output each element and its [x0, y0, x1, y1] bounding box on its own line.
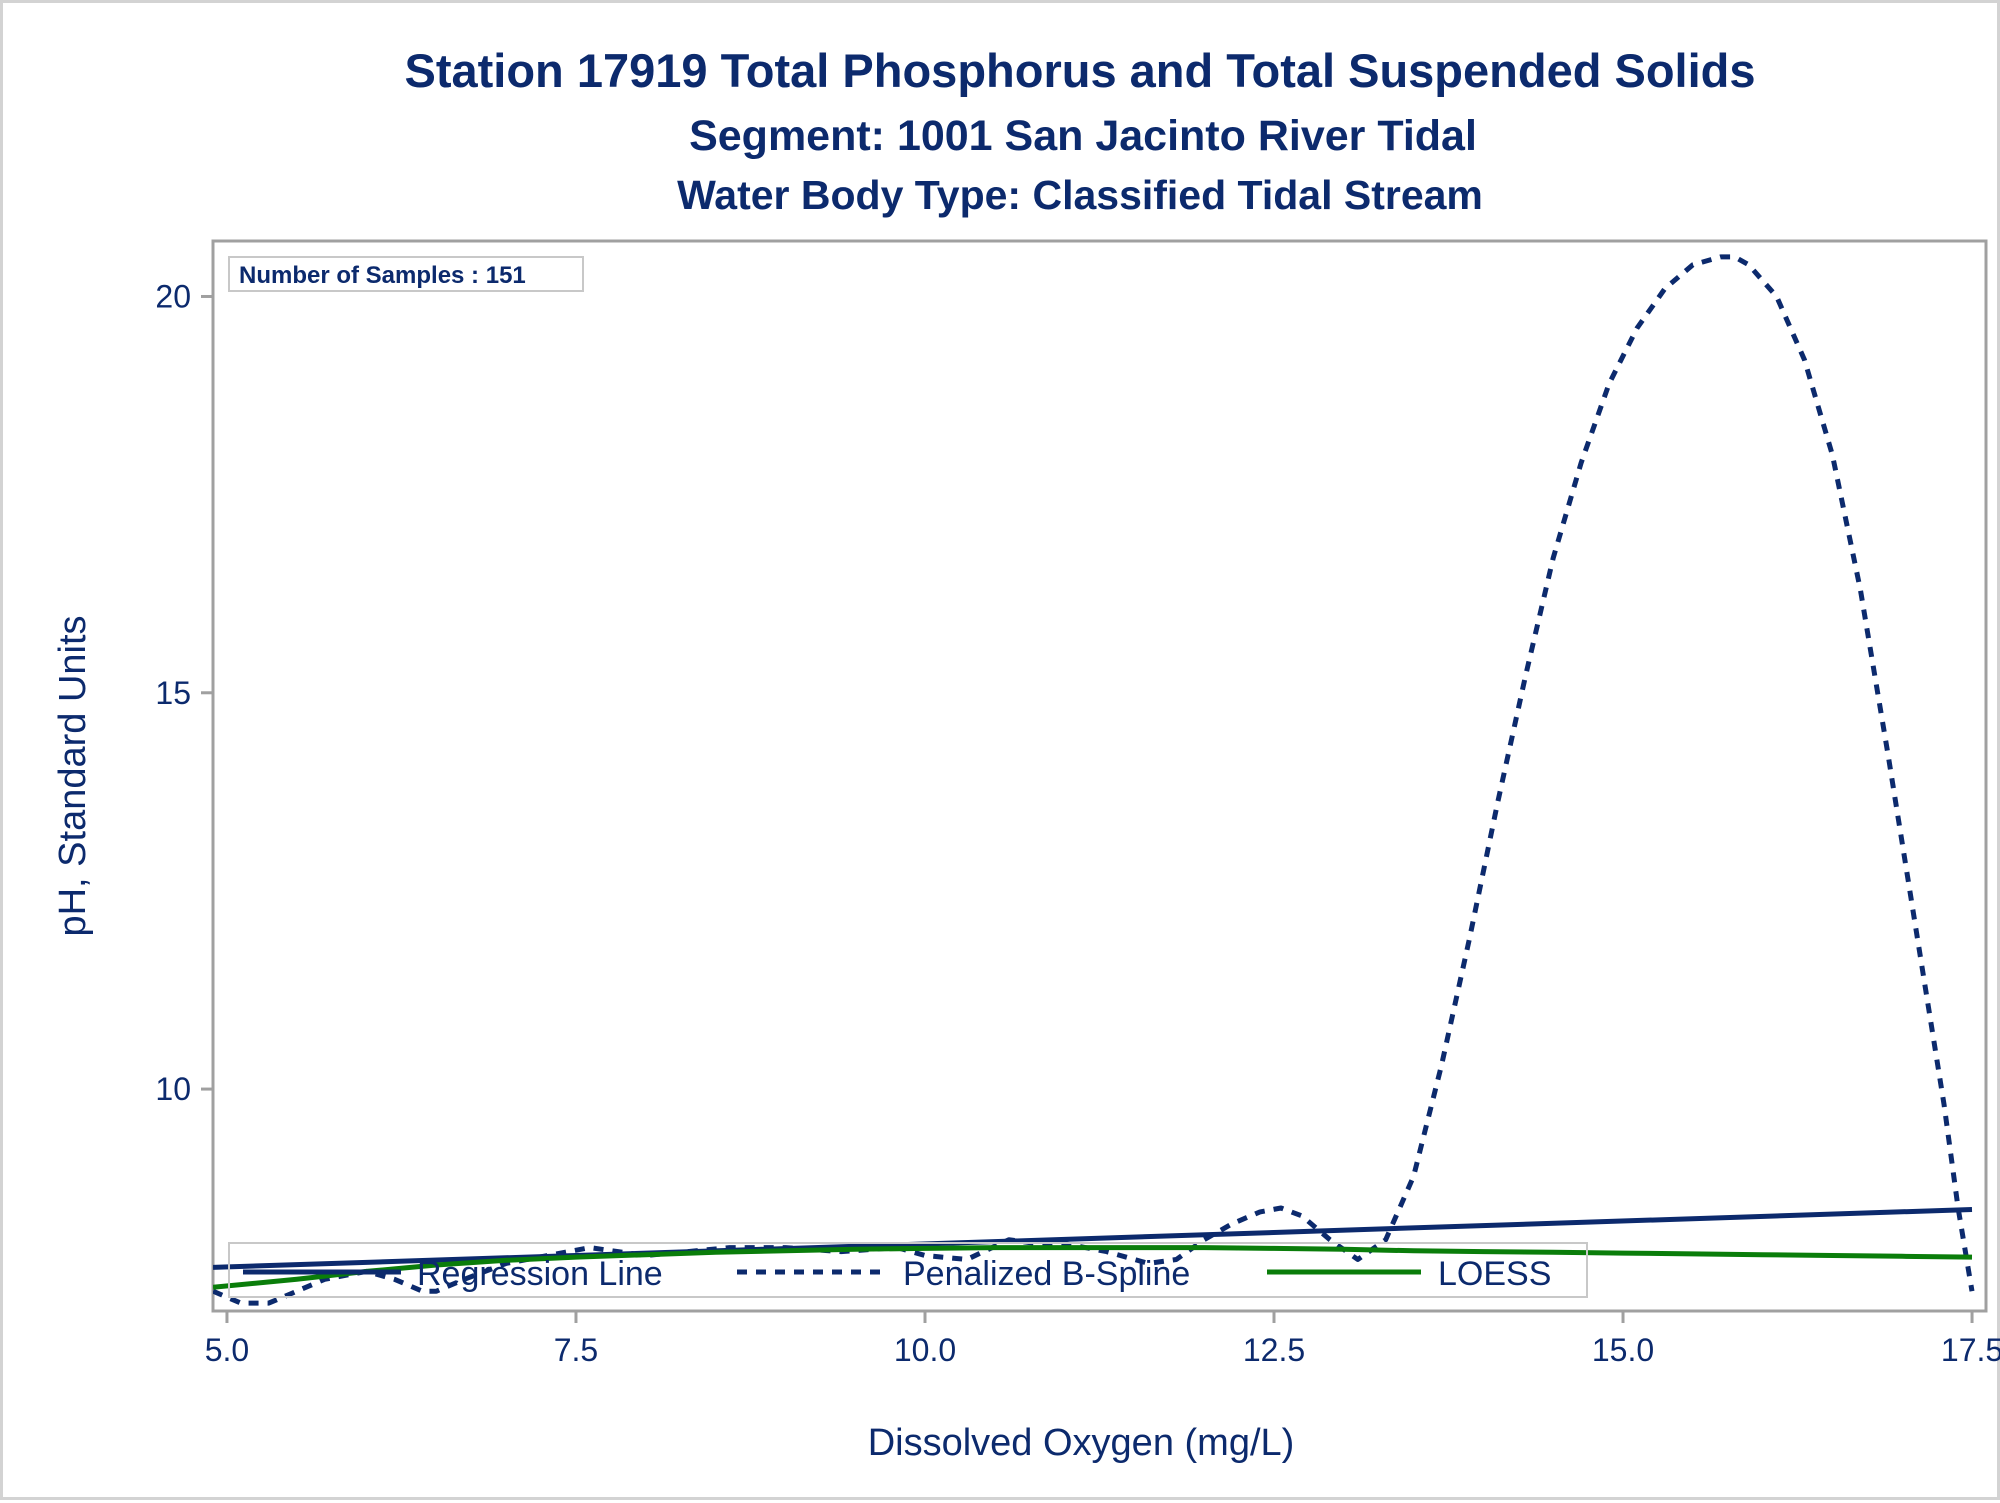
plot-area [211, 239, 1988, 1313]
sample-count-box: Number of Samples : 151 [228, 256, 584, 292]
series-layer [213, 254, 1975, 1306]
x-tick-label: 15.0 [1592, 1332, 1654, 1368]
sample-count-text: Number of Samples : 151 [239, 262, 526, 289]
loess-line [213, 1245, 1973, 1290]
chart-subtitle-2: Water Body Type: Classified Tidal Stream [677, 172, 1483, 218]
regression-line [213, 1207, 1973, 1270]
x-tick-label: 10.0 [894, 1332, 956, 1368]
y-axis-label: pH, Standard Units [52, 615, 94, 936]
legend-label-spline: Penalized B-Spline [903, 1255, 1190, 1293]
legend: Regression Line Penalized B-Spline LOESS [228, 1242, 1588, 1298]
y-tick-label: 20 [155, 278, 191, 314]
x-tick-label: 12.5 [1243, 1332, 1305, 1368]
legend-label-regression: Regression Line [417, 1255, 663, 1293]
axis-layer: 5.0 7.5 10.0 12.5 15.0 17.5 10 15 20 [155, 278, 2000, 1368]
legend-box [228, 1242, 1588, 1298]
x-tick-label: 7.5 [554, 1332, 598, 1368]
y-tick-label: 15 [155, 675, 191, 711]
chart-svg: Station 17919 Total Phosphorus and Total… [52, 44, 2000, 1464]
x-axis-label: Dissolved Oxygen (mg/L) [868, 1422, 1295, 1464]
legend-label-loess: LOESS [1438, 1255, 1551, 1293]
y-tick-label: 10 [155, 1071, 191, 1107]
x-tick-label: 5.0 [205, 1332, 249, 1368]
penalized-b-spline-line [213, 254, 1975, 1306]
x-tick-label: 17.5 [1941, 1332, 2000, 1368]
chart-title: Station 17919 Total Phosphorus and Total… [405, 44, 1756, 97]
chart-subtitle: Segment: 1001 San Jacinto River Tidal [689, 112, 1477, 160]
